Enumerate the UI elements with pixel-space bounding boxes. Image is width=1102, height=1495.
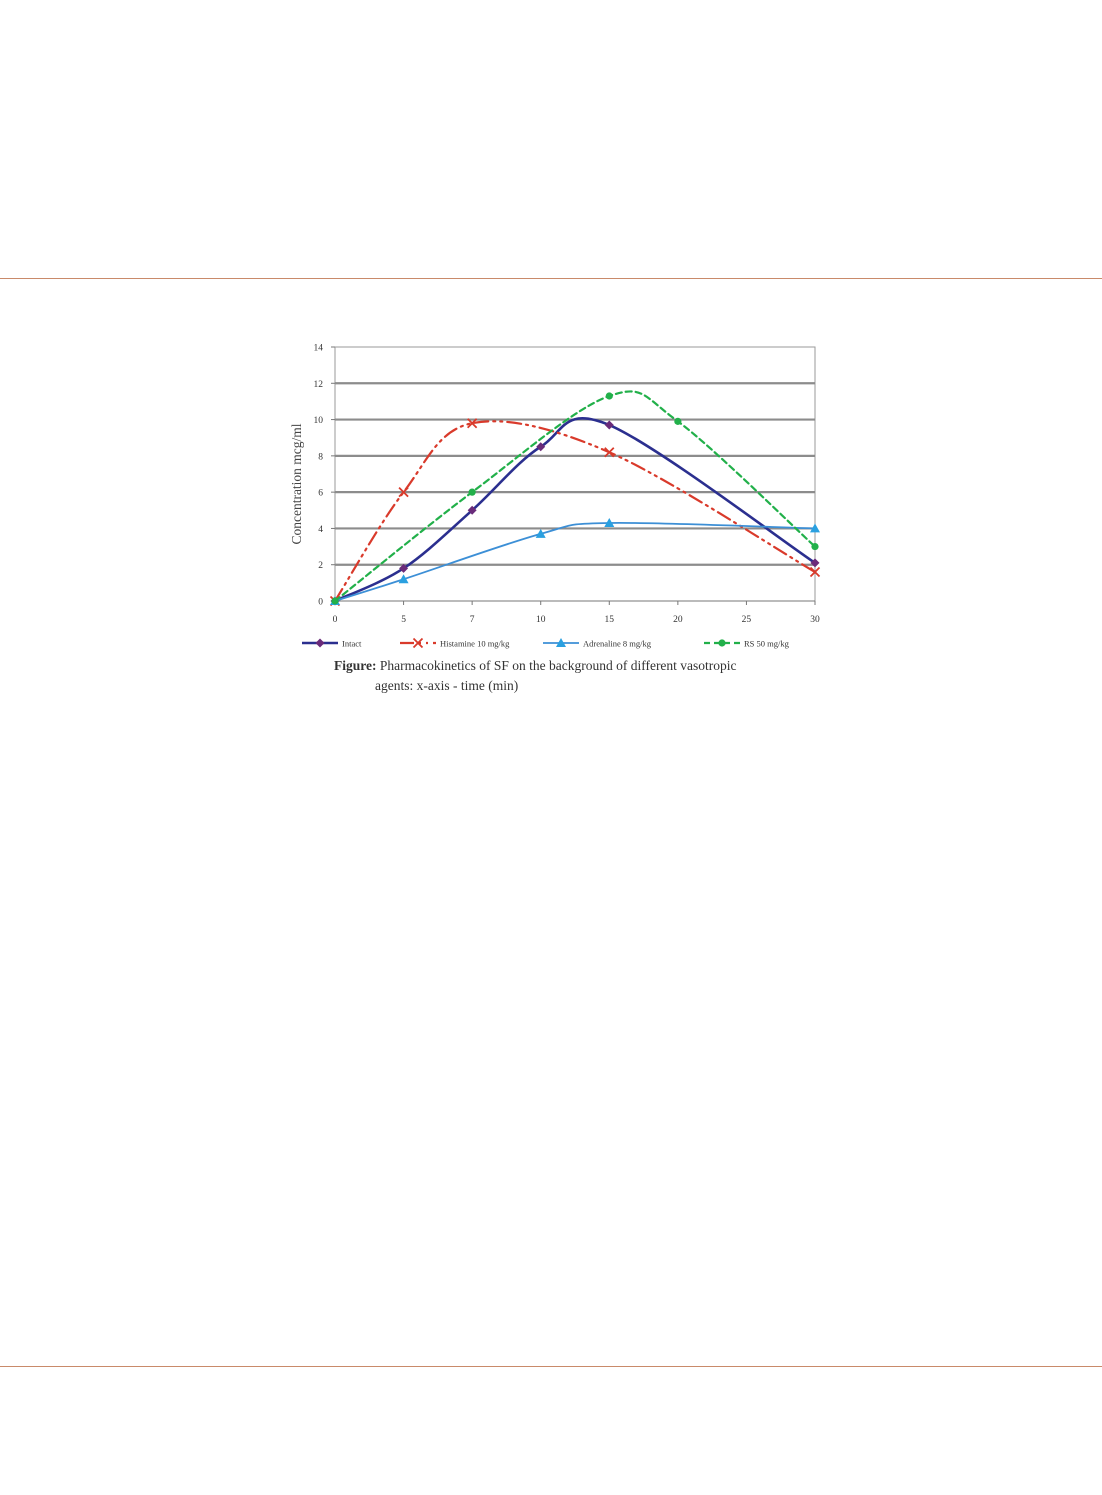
pharmacokinetics-chart: 0 2 4 6 8 10 12 14 0 5 7 10 15 20 25 30 Concentration mc…	[289, 344, 821, 649]
data-point-series-2	[810, 523, 820, 533]
x-tick-label: 30	[810, 615, 820, 625]
y-tick-label: 8	[318, 452, 323, 462]
plot-area	[334, 346, 816, 602]
series-line-1	[333, 420, 817, 603]
y-tick-label: 6	[318, 489, 323, 499]
y-tick-label: 2	[318, 561, 323, 571]
data-point-series-0	[399, 563, 409, 573]
x-tick-label: 0	[333, 615, 338, 625]
legend-marker-0	[315, 638, 325, 648]
legend-marker-2	[556, 638, 566, 647]
data-point-series-1	[467, 418, 478, 429]
series-line-0	[333, 417, 817, 603]
figure-caption: Figure: Pharmacokinetics of SF on the ba…	[334, 656, 834, 696]
y-tick-label: 10	[314, 416, 324, 426]
x-tick-label: 15	[605, 615, 615, 625]
data-point-series-3	[811, 542, 819, 551]
data-point-series-0	[536, 442, 546, 452]
data-point-series-0	[604, 420, 614, 430]
data-point-series-3	[605, 392, 613, 400]
x-tick-label: 25	[742, 615, 752, 625]
data-point-series-3	[331, 597, 339, 605]
header-rule	[0, 278, 1102, 279]
x-tick-label: 5	[401, 615, 406, 625]
data-point-series-1	[604, 447, 615, 458]
data-point-series-1	[809, 566, 821, 578]
data-point-series-2	[398, 574, 409, 584]
y-tick-label: 0	[318, 598, 323, 608]
y-tick-label: 14	[314, 344, 324, 354]
legend-label-2: Adrenaline 8 mg/kg	[583, 639, 652, 649]
y-tick-label: 12	[314, 380, 324, 390]
y-tick-label: 4	[318, 525, 323, 535]
series-line-3	[333, 390, 817, 603]
y-axis-label: Concentration mcg/ml	[289, 423, 304, 544]
data-point-series-0	[467, 505, 477, 515]
x-tick-label: 20	[673, 615, 683, 625]
legend-label-1: Histamine 10 mg/kg	[440, 639, 510, 649]
footer-rule	[0, 1366, 1102, 1367]
data-point-series-1	[398, 487, 409, 498]
data-point-series-0	[810, 558, 820, 568]
legend-label-0: Intact	[342, 639, 362, 649]
caption-line-1: Pharmacokinetics of SF on the background…	[379, 658, 737, 673]
caption-label: Figure:	[334, 658, 377, 673]
data-point-series-3	[674, 417, 682, 425]
legend-marker-1	[412, 637, 424, 649]
data-point-series-2	[535, 528, 546, 538]
series-line-2	[334, 521, 816, 602]
x-tick-label: 7	[470, 615, 475, 625]
legend-label-3: RS 50 mg/kg	[744, 639, 790, 649]
x-tick-label: 10	[536, 615, 546, 625]
caption-line-2: agents: x-axis - time (min)	[375, 678, 519, 693]
data-point-series-3	[468, 488, 476, 496]
data-point-series-2	[604, 517, 615, 527]
legend-marker-3	[718, 639, 726, 647]
